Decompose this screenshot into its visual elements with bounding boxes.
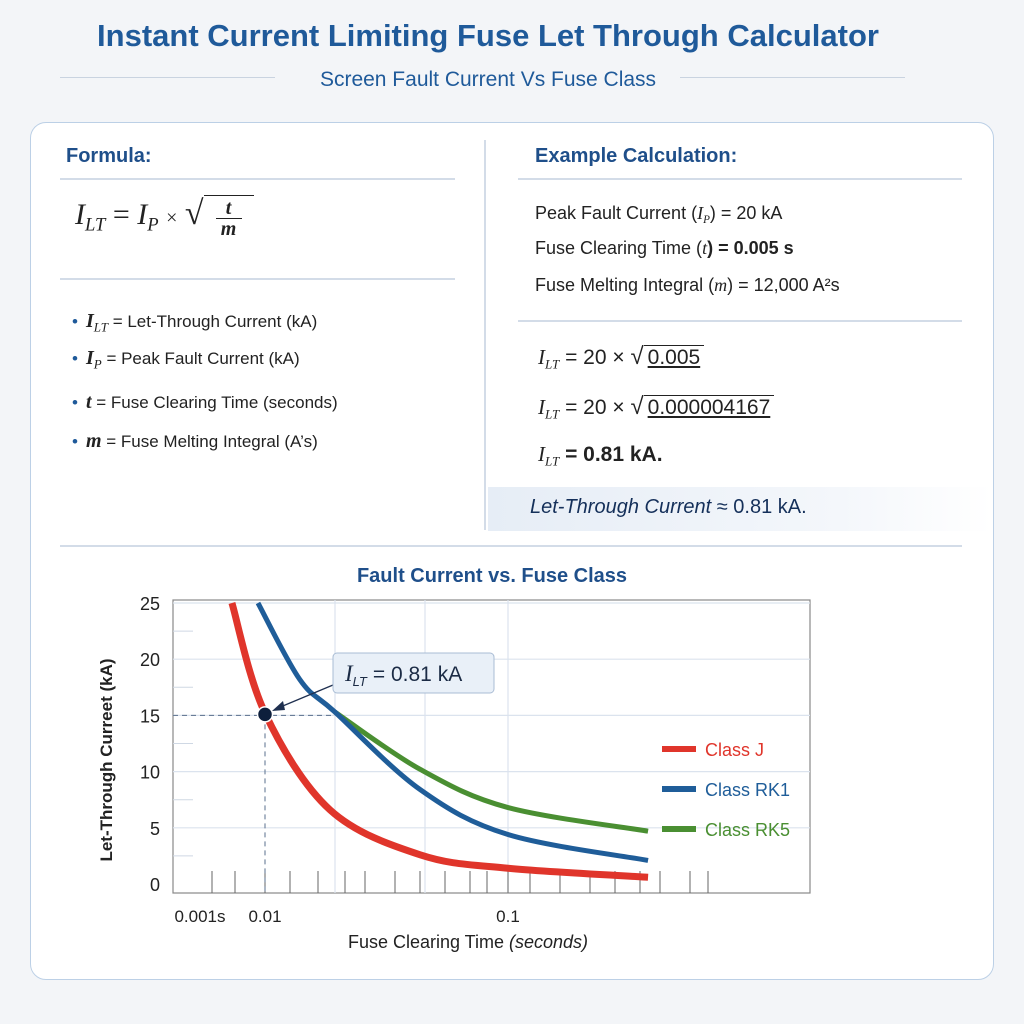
x-axis-label: Fuse Clearing Time (seconds) xyxy=(348,932,588,952)
annotation-symbol: I xyxy=(344,661,354,686)
legend-swatch xyxy=(662,746,696,752)
x-tick-label: 0.01 xyxy=(248,907,281,926)
y-tick-label: 5 xyxy=(150,819,160,839)
chart-title: Fault Current vs. Fuse Class xyxy=(356,565,628,587)
calculation-step: ILT = 20 × √ 0.000004167 xyxy=(538,393,775,423)
definition-sub: LT xyxy=(93,319,108,335)
series-line-class-rk1 xyxy=(255,601,649,863)
annotation-sub: LT xyxy=(353,674,368,689)
y-tick-label: 0 xyxy=(150,875,160,895)
subtitle-rule-left xyxy=(60,77,275,78)
arrow-head-icon xyxy=(272,701,285,711)
definition-text: = Peak Fault Current (kA) xyxy=(106,349,300,368)
formula-ip-sub: P xyxy=(147,214,159,236)
legend-swatch xyxy=(662,826,696,832)
formula-numerator: t xyxy=(215,198,242,220)
result-banner: Let-Through Current ≈ 0.81 kA. xyxy=(488,487,992,531)
bullet-icon: • xyxy=(72,349,78,368)
formula-lhs: I xyxy=(75,198,85,231)
data-point-marker xyxy=(256,706,274,723)
input-value: ) = 0.005 s xyxy=(707,238,794,258)
divider xyxy=(60,178,455,180)
y-axis-label: Let-Through Curreet (kA) xyxy=(97,658,116,861)
definition-symbol: m xyxy=(85,430,102,452)
formula-expression: ILT = IP × √ t m xyxy=(75,195,254,239)
annotation-arrow xyxy=(277,684,334,709)
input-label: Fuse Clearing Time ( xyxy=(535,238,703,258)
annotation-box xyxy=(332,652,495,694)
example-input: Peak Fault Current (IP) = 20 kA xyxy=(535,203,782,226)
input-symbol: t xyxy=(702,238,708,258)
divider xyxy=(518,178,962,180)
annotation-label: ILT = 0.81 kA xyxy=(344,661,462,689)
input-symbol: I xyxy=(697,203,704,223)
input-label: Peak Fault Current ( xyxy=(535,203,698,223)
divider xyxy=(60,278,455,280)
definition-item: • m = Fuse Melting Integral (A’s) xyxy=(72,430,318,456)
step-prefix: = 20 × xyxy=(565,346,625,369)
formula-denominator: m xyxy=(220,218,237,241)
definition-text: = Fuse Melting Integral (A’s) xyxy=(106,432,318,451)
y-tick-label: 15 xyxy=(140,706,160,726)
step-radicand: 0.000004167 xyxy=(643,395,775,420)
input-label: Fuse Melting Integral ( xyxy=(535,275,715,295)
x-axis-label-unit: (seconds) xyxy=(509,932,588,952)
definition-symbol: t xyxy=(85,391,92,413)
subtitle-rule-right xyxy=(680,77,905,78)
example-input: Fuse Clearing Time (t) = 0.005 s xyxy=(535,238,794,261)
x-tick-label: 0.001s xyxy=(174,907,225,926)
definition-text: = Fuse Clearing Time (seconds) xyxy=(96,393,338,412)
step-prefix: = 20 × xyxy=(565,396,625,419)
formula-times: × xyxy=(166,207,178,229)
legend-label: Class RK5 xyxy=(705,820,790,840)
step-radicand: 0.005 xyxy=(643,345,705,370)
page-title: Instant Current Limiting Fuse Let Throug… xyxy=(97,18,879,53)
definition-symbol: I xyxy=(85,347,94,369)
series-line-class-rk5 xyxy=(333,709,649,834)
bullet-icon: • xyxy=(72,393,78,412)
annotation-text: = 0.81 kA xyxy=(373,663,462,686)
calculation-step: ILT = 20 × √ 0.005 xyxy=(538,343,705,373)
definition-item: • ILT = Let-Through Current (kA) xyxy=(72,310,317,336)
result-value: ≈ 0.81 kA. xyxy=(716,496,807,518)
y-tick-label: 20 xyxy=(140,650,160,670)
bullet-icon: • xyxy=(72,432,78,451)
bullet-icon: • xyxy=(72,312,78,331)
legend-label: Class J xyxy=(705,740,764,760)
formula-lhs-sub: LT xyxy=(85,214,106,236)
input-sub: P xyxy=(703,213,710,226)
definition-text: = Let-Through Current (kA) xyxy=(112,312,318,331)
divider xyxy=(60,545,962,547)
formula-ip: I xyxy=(137,198,148,231)
definition-item: • t = Fuse Clearing Time (seconds) xyxy=(72,391,338,417)
input-value: ) = 20 kA xyxy=(709,203,783,223)
definition-sub: P xyxy=(93,356,102,372)
x-tick-label: 0.1 xyxy=(496,907,520,926)
y-tick-label: 25 xyxy=(140,594,160,614)
series-line-class-j xyxy=(228,601,649,881)
definition-symbol: I xyxy=(85,310,94,332)
column-divider xyxy=(484,140,486,530)
calculation-step: ILT = 0.81 kA. xyxy=(538,442,663,469)
legend-label: Class RK1 xyxy=(705,780,790,800)
result-label: Let-Through Current xyxy=(530,496,712,518)
y-tick-label: 10 xyxy=(140,763,160,783)
example-input: Fuse Melting Integral (m) = 12,000 A²s xyxy=(535,275,840,298)
example-heading: Example Calculation: xyxy=(535,145,738,167)
input-symbol: m xyxy=(714,275,728,295)
step-prefix: = 0.81 kA. xyxy=(565,443,663,466)
definition-item: • IP = Peak Fault Current (kA) xyxy=(72,347,300,373)
legend-swatch xyxy=(662,786,696,792)
input-value: ) = 12,000 A²s xyxy=(727,275,840,295)
formula-heading: Formula: xyxy=(66,145,152,167)
x-axis-label-text: Fuse Clearing Time xyxy=(348,932,504,952)
page-subtitle: Screen Fault Current Vs Fuse Class xyxy=(319,68,657,91)
divider xyxy=(518,320,962,322)
